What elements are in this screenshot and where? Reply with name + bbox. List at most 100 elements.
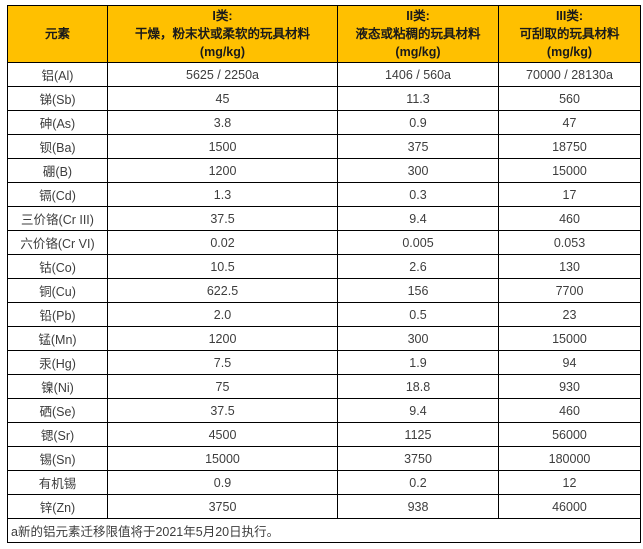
element-cell: 镍(Ni)	[7, 374, 108, 399]
value-cell: 0.9	[337, 110, 499, 135]
table-row: 锑(Sb) 45 11.3 560	[7, 86, 641, 111]
table-row: 锌(Zn) 3750 938 46000	[7, 494, 641, 519]
category-3-desc: 可刮取的玩具材料	[519, 27, 620, 41]
category-1-title: I类:	[212, 9, 233, 23]
value-cell: 180000	[498, 446, 641, 471]
value-cell: 0.2	[337, 470, 499, 495]
value-cell: 156	[337, 278, 499, 303]
category-3-unit: (mg/kg)	[546, 45, 593, 59]
table-row: 铜(Cu) 622.5 156 7700	[7, 278, 641, 303]
value-cell: 2.0	[107, 302, 338, 327]
value-cell: 0.3	[337, 182, 499, 207]
value-cell: 18750	[498, 134, 641, 159]
footnote: a新的铝元素迁移限值将于2021年5月20日执行。	[7, 518, 641, 543]
table-row: 有机锡 0.9 0.2 12	[7, 470, 641, 495]
value-cell: 23	[498, 302, 641, 327]
category-2-desc: 液态或粘稠的玩具材料	[355, 27, 481, 41]
table-row: 镉(Cd) 1.3 0.3 17	[7, 182, 641, 207]
header-element-column: 元素	[7, 5, 108, 63]
value-cell: 560	[498, 86, 641, 111]
element-cell: 锶(Sr)	[7, 422, 108, 447]
header-category-1: I类: 干燥，粉末状或柔软的玩具材料 (mg/kg)	[107, 5, 338, 63]
element-cell: 铅(Pb)	[7, 302, 108, 327]
header-category-3: III类: 可刮取的玩具材料 (mg/kg)	[498, 5, 641, 63]
element-cell: 锌(Zn)	[7, 494, 108, 519]
value-cell: 1200	[107, 158, 338, 183]
table-row: 锶(Sr) 4500 1125 56000	[7, 422, 641, 447]
value-cell: 3750	[107, 494, 338, 519]
value-cell: 1500	[107, 134, 338, 159]
header-element-label: 元素	[44, 27, 70, 41]
value-cell: 37.5	[107, 398, 338, 423]
value-cell: 300	[337, 158, 499, 183]
table-footer: a新的铝元素迁移限值将于2021年5月20日执行。	[7, 518, 641, 543]
element-cell: 锑(Sb)	[7, 86, 108, 111]
table-body: 铝(Al) 5625 / 2250a 1406 / 560a 70000 / 2813…	[7, 62, 641, 519]
value-cell: 0.005	[337, 230, 499, 255]
value-cell: 15000	[498, 326, 641, 351]
value-cell: 300	[337, 326, 499, 351]
element-cell: 铝(Al)	[7, 62, 108, 87]
value-cell: 45	[107, 86, 338, 111]
value-cell: 1.3	[107, 182, 338, 207]
value-cell: 9.4	[337, 206, 499, 231]
value-cell: 460	[498, 398, 641, 423]
migration-limits-table: 元素 I类: 干燥，粉末状或柔软的玩具材料 (mg/kg) II类: 液态或粘稠…	[7, 5, 641, 543]
value-cell: 70000 / 28130a	[498, 62, 641, 87]
value-cell: 56000	[498, 422, 641, 447]
value-cell: 1406 / 560a	[337, 62, 499, 87]
value-cell: 130	[498, 254, 641, 279]
category-1-desc: 干燥，粉末状或柔软的玩具材料	[134, 27, 310, 41]
value-cell: 46000	[498, 494, 641, 519]
value-cell: 0.5	[337, 302, 499, 327]
element-cell: 锡(Sn)	[7, 446, 108, 471]
value-cell: 94	[498, 350, 641, 375]
value-cell: 15000	[498, 158, 641, 183]
header-row: 元素 I类: 干燥，粉末状或柔软的玩具材料 (mg/kg) II类: 液态或粘稠…	[7, 5, 641, 63]
element-cell: 有机锡	[7, 470, 108, 495]
category-2-title: II类:	[406, 9, 430, 23]
table-row: 砷(As) 3.8 0.9 47	[7, 110, 641, 135]
value-cell: 460	[498, 206, 641, 231]
value-cell: 930	[498, 374, 641, 399]
element-cell: 硒(Se)	[7, 398, 108, 423]
table-header: 元素 I类: 干燥，粉末状或柔软的玩具材料 (mg/kg) II类: 液态或粘稠…	[7, 5, 641, 63]
element-cell: 汞(Hg)	[7, 350, 108, 375]
value-cell: 17	[498, 182, 641, 207]
table-row: 锰(Mn) 1200 300 15000	[7, 326, 641, 351]
table-row: 镍(Ni) 75 18.8 930	[7, 374, 641, 399]
table-row: 硒(Se) 37.5 9.4 460	[7, 398, 641, 423]
table-row: 三价铬(Cr III) 37.5 9.4 460	[7, 206, 641, 231]
value-cell: 3750	[337, 446, 499, 471]
value-cell: 10.5	[107, 254, 338, 279]
value-cell: 0.02	[107, 230, 338, 255]
value-cell: 75	[107, 374, 338, 399]
category-1-unit: (mg/kg)	[199, 45, 246, 59]
value-cell: 1200	[107, 326, 338, 351]
value-cell: 0.9	[107, 470, 338, 495]
element-cell: 三价铬(Cr III)	[7, 206, 108, 231]
value-cell: 0.053	[498, 230, 641, 255]
value-cell: 2.6	[337, 254, 499, 279]
value-cell: 4500	[107, 422, 338, 447]
value-cell: 3.8	[107, 110, 338, 135]
element-cell: 砷(As)	[7, 110, 108, 135]
table-row: 锡(Sn) 15000 3750 180000	[7, 446, 641, 471]
element-cell: 硼(B)	[7, 158, 108, 183]
footnote-row: a新的铝元素迁移限值将于2021年5月20日执行。	[7, 518, 641, 543]
value-cell: 18.8	[337, 374, 499, 399]
header-category-2: II类: 液态或粘稠的玩具材料 (mg/kg)	[337, 5, 499, 63]
element-cell: 钡(Ba)	[7, 134, 108, 159]
table-row: 硼(B) 1200 300 15000	[7, 158, 641, 183]
value-cell: 1.9	[337, 350, 499, 375]
value-cell: 47	[498, 110, 641, 135]
value-cell: 622.5	[107, 278, 338, 303]
table-row: 汞(Hg) 7.5 1.9 94	[7, 350, 641, 375]
value-cell: 7.5	[107, 350, 338, 375]
value-cell: 5625 / 2250a	[107, 62, 338, 87]
table-row: 钴(Co) 10.5 2.6 130	[7, 254, 641, 279]
document-sheet: 元素 I类: 干燥，粉末状或柔软的玩具材料 (mg/kg) II类: 液态或粘稠…	[7, 5, 641, 543]
element-cell: 钴(Co)	[7, 254, 108, 279]
category-3-title: III类:	[555, 9, 584, 23]
value-cell: 7700	[498, 278, 641, 303]
